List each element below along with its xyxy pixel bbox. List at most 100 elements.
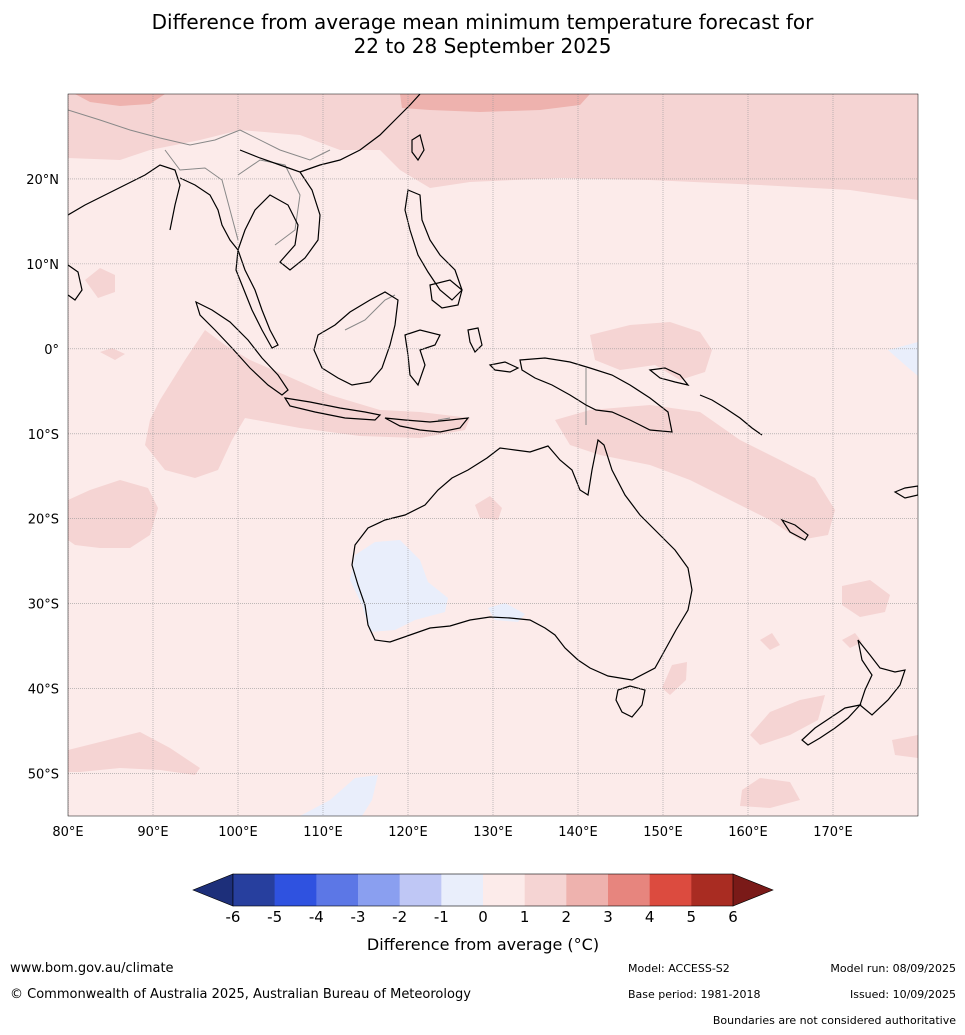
colorbar-bin	[483, 874, 525, 906]
anomaly-region-tasman	[842, 580, 890, 617]
border-thailand	[237, 159, 301, 246]
anomaly-region-southwest-indian	[68, 480, 158, 548]
longitude-tick-label: 170°E	[813, 825, 853, 840]
anomaly-region-coral-sea	[555, 405, 835, 540]
coast-malay-peninsula	[235, 249, 279, 349]
coast-lesser-sunda	[384, 417, 470, 433]
coastlines	[68, 94, 918, 746]
border-borneo	[344, 294, 396, 331]
colorbar-low-extension	[192, 873, 234, 907]
longitude-tick-label: 100°E	[218, 825, 258, 840]
footer-url[interactable]: www.bom.gov.au/climate	[10, 961, 174, 976]
coast-seram	[488, 361, 520, 373]
latitude-tick-label: 0°	[44, 343, 59, 358]
map-title-line-1: Difference from average mean minimum tem…	[151, 10, 814, 34]
colorbar-bin	[316, 874, 359, 906]
map-frame	[67, 93, 919, 817]
map-title-line-2: 22 to 28 September 2025	[353, 34, 612, 58]
colorbar-bin	[608, 874, 650, 906]
coast-solomon-islands	[699, 394, 763, 436]
graticule	[68, 94, 918, 816]
border-myanmar	[164, 149, 239, 241]
anomaly-region-indian-ocean-band	[145, 330, 470, 478]
anomaly-region-southern-ocean-west	[68, 732, 200, 775]
colorbar-high-extension	[732, 873, 774, 907]
colorbar-bin	[649, 874, 692, 906]
colorbar-bin	[399, 874, 442, 906]
colorbar: -6 -5 -4 -3 -2 -1 0 1 2 3 4 5 6	[192, 873, 774, 926]
colorbar-tick-label: 3	[603, 908, 613, 926]
anomaly-region-small-3	[475, 496, 502, 520]
longitude-tick-label: 130°E	[473, 825, 513, 840]
latitude-tick-label: 30°S	[28, 598, 59, 613]
border-timor	[437, 417, 451, 421]
longitude-tick-label: 120°E	[388, 825, 428, 840]
anomaly-region-small-6	[892, 735, 918, 758]
anomaly-region-neg-1-to-0	[300, 342, 918, 816]
latitude-tick-label: 20°S	[28, 513, 59, 528]
colorbar-bin	[358, 874, 400, 906]
anomaly-region-2-to-3	[75, 94, 590, 112]
colorbar-tick-label: 2	[562, 908, 572, 926]
longitude-labels: 80°E 90°E 100°E 110°E 120°E 130°E 140°E 150°E 16…	[52, 825, 852, 840]
coast-indochina	[179, 149, 321, 271]
coast-india	[68, 164, 181, 231]
coast-new-caledonia	[780, 518, 809, 541]
coast-java	[283, 397, 382, 421]
colorbar-tick-label: -6	[226, 908, 241, 926]
footer-copyright: © Commonwealth of Australia 2025, Austra…	[10, 987, 471, 1002]
footer-issued: Issued: 10/09/2025	[849, 988, 956, 1001]
latitude-labels: 20°N 10°N 0° 10°S 20°S 30°S 40°S 50°S	[26, 173, 59, 783]
anomaly-region-western-australia	[350, 540, 448, 632]
anomaly-region-small-2	[100, 348, 125, 360]
latitude-tick-label: 10°N	[26, 258, 59, 273]
anomaly-region-tibet	[75, 94, 165, 106]
footer-model: Model: ACCESS-S2	[628, 962, 730, 975]
longitude-tick-label: 90°E	[137, 825, 168, 840]
coast-new-zealand-north	[857, 639, 906, 716]
colorbar-tick-label: 1	[520, 908, 530, 926]
anomaly-region-east-china	[400, 94, 590, 112]
colorbar-bin	[524, 874, 567, 906]
coast-sumatra	[195, 300, 289, 396]
map-title: Difference from average mean minimum tem…	[0, 10, 965, 58]
latitude-tick-label: 10°S	[28, 428, 59, 443]
colorbar-label: Difference from average (°C)	[367, 935, 599, 954]
anomaly-region-small-5	[842, 633, 862, 648]
footer-model-run: Model run: 08/09/2025	[830, 962, 956, 975]
colorbar-bin	[233, 874, 275, 906]
coast-sulawesi	[404, 329, 441, 387]
anomaly-region-bass-strait	[662, 662, 687, 695]
footer-base-period: Base period: 1981-2018	[628, 988, 761, 1001]
coast-borneo	[313, 291, 399, 386]
coast-new-zealand-south	[801, 704, 862, 746]
coast-taiwan	[411, 134, 425, 162]
colorbar-bin	[566, 874, 609, 906]
colorbar-bin	[441, 874, 484, 906]
colorbar-tick-label: -4	[309, 908, 324, 926]
border-china-south	[239, 129, 331, 161]
coast-mindanao	[429, 279, 463, 309]
colorbar-outline	[232, 873, 734, 907]
colorbar-tick-label: 4	[645, 908, 655, 926]
coast-tasmania	[615, 685, 646, 718]
anomaly-region-equatorial-pacific	[590, 322, 712, 380]
anomaly-region-south-tasman	[750, 695, 825, 745]
anomaly-region-small-1	[85, 268, 115, 298]
latitude-tick-label: 20°N	[26, 173, 59, 188]
anomaly-region-southern-ocean-east	[740, 778, 800, 808]
coast-fiji	[893, 485, 918, 499]
coast-halmahera	[467, 327, 483, 354]
coast-new-guinea	[519, 357, 673, 433]
coast-sri-lanka	[68, 264, 83, 301]
footer-disclaimer: Boundaries are not considered authoritat…	[712, 1014, 956, 1027]
colorbar-tick-label: -2	[392, 908, 407, 926]
anomaly-region-small-4	[760, 633, 780, 650]
longitude-tick-label: 80°E	[52, 825, 83, 840]
latitude-tick-label: 40°S	[28, 683, 59, 698]
colorbar-tick-label: -3	[351, 908, 366, 926]
coast-china	[299, 94, 421, 173]
longitude-tick-label: 110°E	[303, 825, 343, 840]
colorbar-tick-label: -1	[434, 908, 449, 926]
